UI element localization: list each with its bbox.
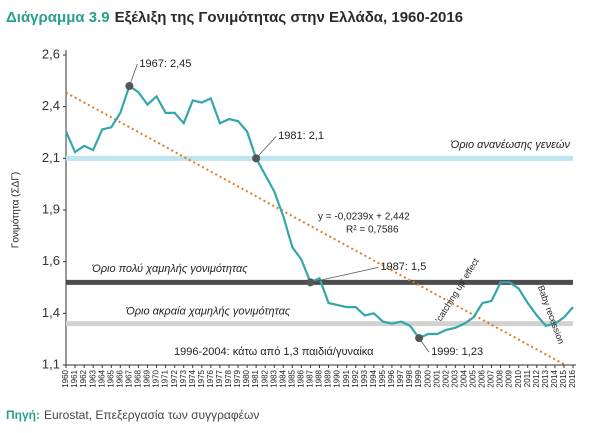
reference-label: Όριο ανανέωσης γενεών [450,139,571,151]
y-tick-label: 2,4 [42,98,60,113]
reference-label: Όριο πολύ χαμηλής γονιμότητας [91,263,248,275]
reference-label: Όριο ακραία χαμηλής γονιμότητας [125,306,291,318]
x-tick-label: 1983 [269,369,278,387]
x-tick-label: 1975 [197,369,206,387]
x-tick-label: 1965 [106,369,115,387]
annotation-label: 1999: 1,23 [431,346,483,358]
x-tick-label: 1978 [224,369,233,387]
y-tick-label: 2,6 [42,46,60,61]
x-tick-label: 2011 [523,369,532,387]
annotation-leader [255,136,277,159]
x-tick-label: 1977 [215,369,224,387]
x-tick-label: 1990 [333,369,342,387]
x-tick-label: 1987 [306,369,315,387]
x-tick-label: 1980 [242,369,251,387]
annotation-marker [415,334,424,343]
x-tick-label: 2009 [505,369,514,387]
source-text: Eurostat, Επεξεργασία των συγγραφέων [44,408,259,422]
x-tick-label: 2000 [423,369,432,387]
x-tick-label: 1982 [260,369,269,387]
x-tick-label: 2004 [459,369,468,387]
chart-title: Διάγραμμα 3.9 Εξέλιξη της Γονιμότητας στη… [6,9,463,26]
x-tick-label: 1998 [405,369,414,387]
annotation-leader [310,266,379,283]
x-tick-label: 2003 [450,369,459,387]
x-tick-label: 1973 [179,369,188,387]
x-tick-label: 1967 [124,369,133,387]
title-text: Εξέλιξη της Γονιμότητας στην Ελλάδα, 196… [115,9,463,26]
x-tick-label: 1960 [61,369,70,387]
x-tick-label: 1996 [387,369,396,387]
y-tick-label: 1,1 [42,356,60,371]
x-tick-label: 2013 [541,369,550,387]
x-tick-label: 1979 [233,369,242,387]
note: 1996-2004: κάτω από 1,3 παιδιά/γυναίκα [174,346,374,358]
x-tick-label: 1986 [297,369,306,387]
x-tick-label: 1989 [324,369,333,387]
x-tick-label: 1981 [251,369,260,387]
trend-equation: y = -0,0239x + 2,442 [318,212,410,223]
x-tick-label: 2012 [532,369,541,387]
x-tick-label: 1970 [152,369,161,387]
x-tick-label: 2010 [514,369,523,387]
annotation-label: 1967: 2,45 [139,58,191,70]
x-tick-label: 2001 [432,369,441,387]
source: Πηγή: Eurostat, Επεξεργασία των συγγραφέω… [6,408,259,422]
x-tick-label: 1971 [161,369,170,387]
x-tick-label: 1991 [342,369,351,387]
y-axis-label: Γονιμότητα (ΣΔΓ) [10,172,22,248]
y-tick-label: 1,9 [42,201,60,216]
title-prefix: Διάγραμμα 3.9 [6,9,110,26]
x-tick-label: 1992 [351,369,360,387]
y-tick-label: 1,4 [42,305,60,320]
annotation-marker [252,154,261,163]
x-tick-label: 1984 [278,369,287,387]
x-tick-label: 1963 [88,369,97,387]
trend-r2: R² = 0,7586 [346,225,399,236]
x-tick-label: 1962 [79,369,88,387]
annotation-marker [125,82,134,90]
x-tick-label: 2008 [496,369,505,387]
x-tick-label: 1974 [188,369,197,387]
source-label: Πηγή: [6,408,40,422]
x-tick-label: 2016 [568,369,577,387]
x-tick-label: 2005 [469,369,478,387]
note: 'catching up' effect [433,256,481,324]
x-tick-label: 1993 [360,369,369,387]
note: Baby recession [536,284,566,345]
x-tick-label: 1999 [414,369,423,387]
x-tick-label: 1994 [369,369,378,387]
annotation-label: 1981: 2,1 [278,130,324,142]
x-tick-label: 1964 [97,369,106,387]
x-tick-label: 1976 [206,369,215,387]
x-tick-label: 2014 [550,369,559,387]
data-line [64,84,574,340]
x-tick-label: 2015 [559,369,568,387]
annotation-marker [306,278,315,287]
x-tick-label: 1972 [170,369,179,387]
x-tick-label: 2002 [441,369,450,387]
x-tick-label: 1968 [134,369,143,387]
x-tick-label: 2007 [487,369,496,387]
annotation-label: 1987: 1,5 [380,261,426,273]
x-tick-label: 1985 [287,369,296,387]
x-tick-label: 1995 [378,369,387,387]
y-tick-label: 1,6 [42,253,60,268]
x-tick-label: 1966 [115,369,124,387]
x-tick-label: 1969 [143,369,152,387]
x-tick-label: 2006 [478,369,487,387]
x-tick-label: 1988 [315,369,324,387]
x-tick-label: 1997 [396,369,405,387]
x-tick-label: 1961 [70,369,79,387]
y-tick-label: 2,1 [42,150,60,165]
